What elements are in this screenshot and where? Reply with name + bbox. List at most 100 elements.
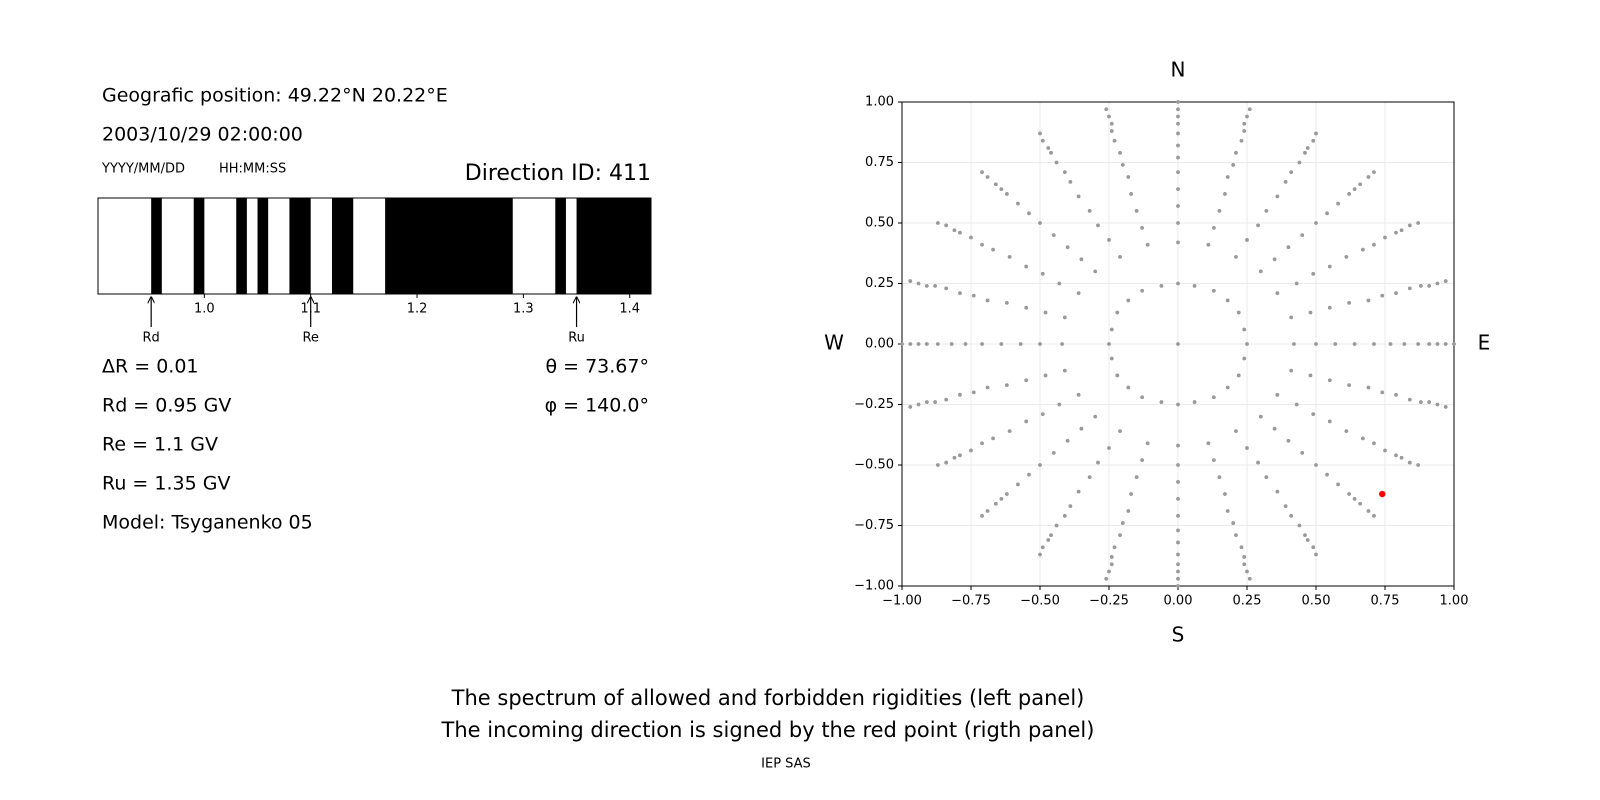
point [1242,562,1247,567]
point [1242,555,1247,559]
point [1107,342,1111,346]
point [1283,179,1288,184]
point [1399,455,1404,460]
point [1046,146,1051,150]
point [916,342,921,346]
point [933,284,938,288]
y-tick-label: 0.50 [865,216,894,231]
point [1372,513,1376,518]
point [1305,538,1310,542]
point [1109,121,1114,126]
point [916,281,921,286]
marker-label: Ru [568,331,585,346]
point [1327,264,1332,269]
phi: φ = 140.0° [545,395,649,417]
point [1129,192,1133,196]
point [1242,356,1247,361]
direction-label: N [1171,58,1186,82]
point [980,242,984,247]
x-tick-label: 0.25 [1233,594,1262,609]
forbidden-band [289,198,311,294]
point [1231,521,1236,525]
point [1275,194,1280,199]
point [1060,342,1064,346]
point [1126,298,1131,303]
point [1112,545,1117,550]
point [1068,504,1073,509]
point [1325,472,1329,477]
point [1234,429,1238,434]
point [1443,279,1448,283]
re: Re = 1.1 GV [102,434,218,456]
point [1109,562,1114,567]
point [1347,300,1352,305]
point [1358,182,1363,187]
point [1176,513,1180,518]
point [1126,175,1131,179]
point [1407,223,1412,228]
theta: θ = 73.67° [545,356,649,378]
point [1024,264,1029,269]
point [1418,400,1423,404]
point [1407,460,1412,465]
point [1314,463,1318,467]
point [1118,254,1122,259]
point [1245,446,1249,450]
point [1109,129,1114,133]
point [1245,238,1249,242]
point [1372,441,1376,446]
point [1107,238,1111,242]
point [1383,235,1387,240]
point [1300,451,1305,455]
y-tick-label: −0.50 [854,458,894,473]
point [1394,392,1398,397]
point [1087,209,1092,213]
point [1443,342,1448,346]
point [1176,402,1180,407]
point [1176,342,1180,346]
point [1394,453,1398,458]
point [1062,368,1067,373]
point [1004,192,1009,196]
direction-id: Direction ID: 411 [465,161,651,186]
point [1079,257,1084,262]
point [1383,448,1387,453]
point [1407,397,1412,402]
y-tick-label: −1.00 [854,579,894,594]
point [958,392,962,397]
delta-r: ΔR = 0.01 [102,356,199,378]
point [1402,342,1407,346]
point [1057,281,1062,286]
point [1234,150,1238,155]
point [1176,121,1180,126]
point [1192,284,1197,288]
point [1311,412,1316,417]
point [1239,138,1244,143]
model: Model: Tsyganenko 05 [102,512,313,534]
point [1297,523,1302,528]
point [1140,225,1145,230]
x-tick-label: 1.4 [619,302,640,317]
point [1407,286,1412,291]
x-tick-label: 0.50 [1302,594,1331,609]
point [1051,451,1056,455]
point [1159,400,1164,404]
point [1007,429,1012,434]
point [1305,146,1310,150]
point [1264,209,1269,213]
x-tick-label: 0.75 [1371,594,1400,609]
point [999,187,1004,192]
point [1289,170,1294,175]
y-tick-label: 0.25 [865,276,894,291]
point [1225,298,1230,303]
point [1076,392,1081,397]
point [1093,414,1098,419]
point [1206,242,1211,247]
point [985,175,990,179]
point [1399,228,1404,233]
point [993,501,998,506]
point [933,400,938,404]
point [1126,385,1131,390]
point [1115,373,1120,378]
